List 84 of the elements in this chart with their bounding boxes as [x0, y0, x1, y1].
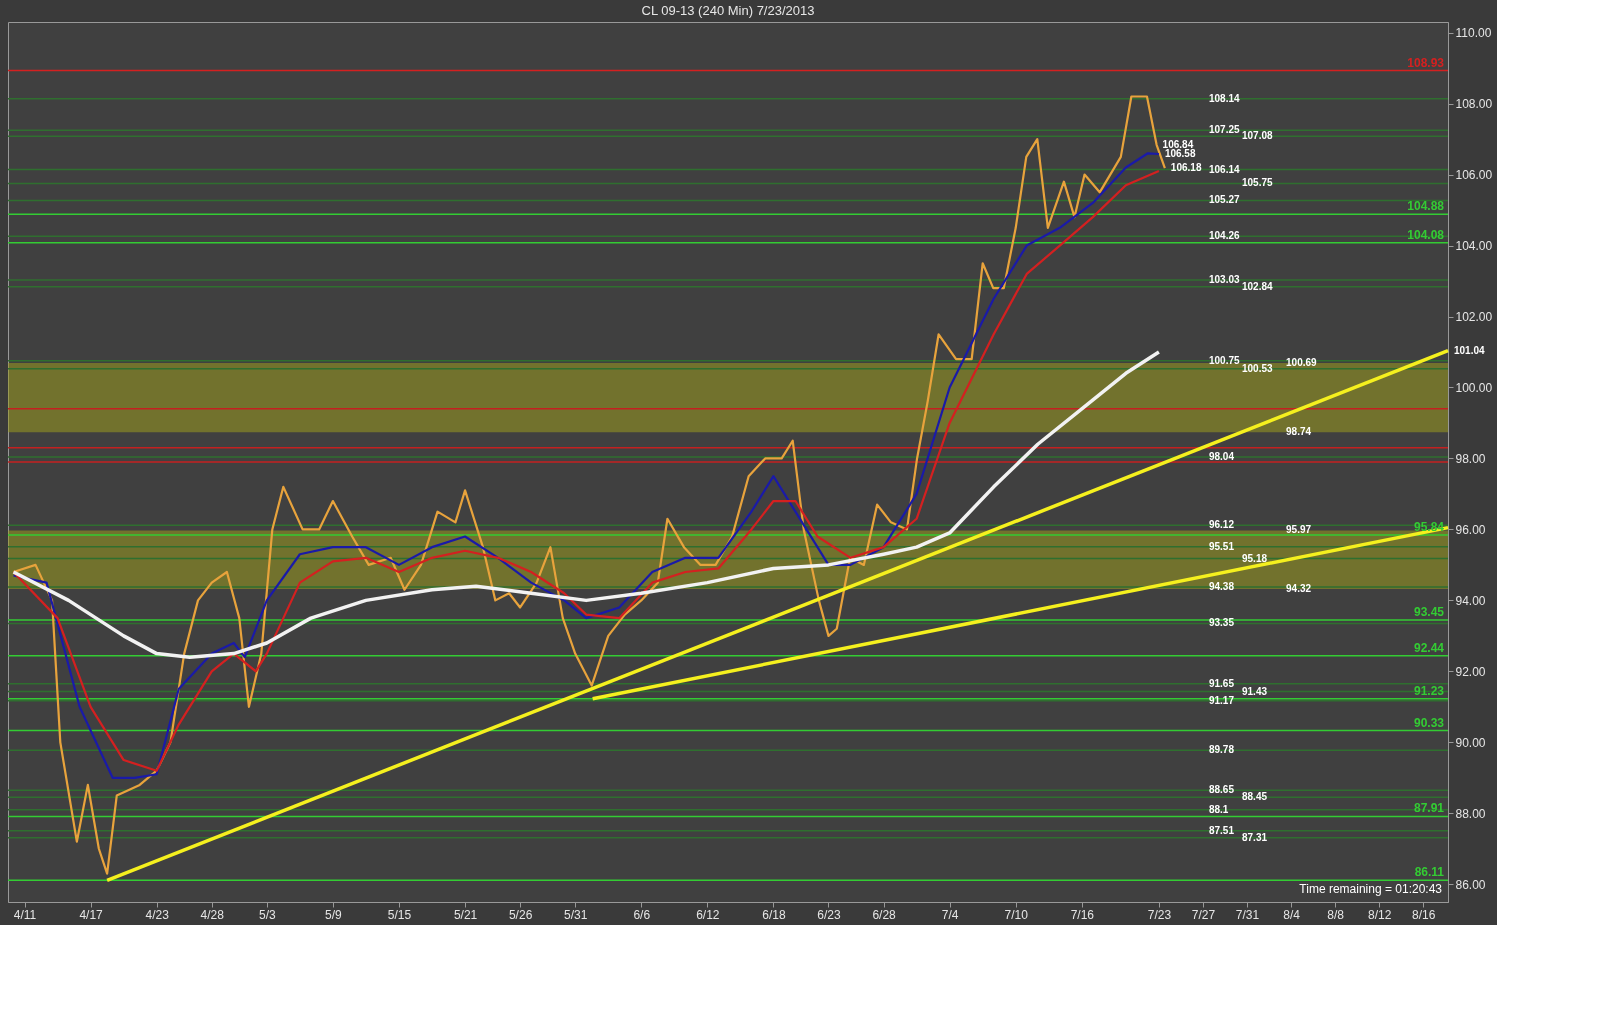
annotation: 100.53: [1241, 362, 1274, 374]
x-tick-label: 7/16: [1070, 907, 1095, 922]
line-series: [11, 350, 1161, 659]
annotation: 94.32: [1286, 583, 1312, 595]
ref-line-label: 87.91: [1413, 801, 1445, 816]
annotation: 101.04: [1454, 344, 1486, 356]
annotation: 103.03: [1208, 273, 1240, 285]
y-tick-label: 102.00: [1455, 310, 1493, 325]
x-tick-label: 5/3: [258, 907, 276, 922]
y-tick-label: 108.00: [1455, 97, 1493, 112]
annotation: 88.65: [1208, 784, 1235, 796]
annotation: Time remaining = 01:20:43: [1299, 882, 1443, 896]
y-tick-label: 92.00: [1455, 664, 1486, 679]
y-tick-label: 90.00: [1455, 735, 1486, 750]
x-tick-label: 6/23: [817, 907, 841, 922]
annotation: 98.04: [1208, 451, 1235, 463]
y-tick-label: 106.00: [1455, 168, 1493, 183]
x-tick-label: 5/9: [325, 907, 343, 922]
ref-line-label: 91.23: [1413, 683, 1445, 698]
x-tick-label: 4/28: [200, 907, 225, 922]
x-tick-label: 6/12: [696, 907, 720, 922]
x-tick-label: 8/4: [1283, 907, 1301, 922]
x-tick-label: 6/18: [762, 907, 786, 922]
annotation: 96.12: [1208, 519, 1235, 531]
annotation: 87.51: [1208, 824, 1235, 836]
x-tick-label: 8/8: [1327, 907, 1345, 922]
annotation: 106.58: [1164, 148, 1196, 159]
annotation: 108.14: [1208, 92, 1240, 104]
ref-line-label: 86.11: [1414, 865, 1445, 880]
annotation: 100.69: [1286, 357, 1318, 368]
annotation: 104.26: [1208, 230, 1240, 242]
ref-line-label: 92.44: [1413, 640, 1445, 655]
x-tick-label: 6/28: [872, 907, 897, 922]
annotation: 91.17: [1208, 694, 1235, 706]
annotation: 95.18: [1241, 552, 1268, 564]
annotation: 106.84: [1162, 138, 1194, 150]
x-tick-label: 5/21: [453, 907, 478, 922]
y-tick-label: 86.00: [1455, 877, 1486, 892]
x-tick-label: 4/17: [79, 907, 104, 922]
y-tick-label: 94.00: [1455, 593, 1486, 608]
x-tick-label: 6/6: [633, 907, 651, 922]
x-tick-label: 4/11: [13, 907, 37, 922]
x-tick-label: 5/15: [387, 907, 412, 922]
annotation: 98.74: [1286, 426, 1312, 438]
annotation: 107.08: [1241, 130, 1274, 142]
chart-title: CL 09-13 (240 Min) 7/23/2013: [641, 3, 815, 18]
annotation: 94.38: [1208, 580, 1235, 592]
annotation: 106.14: [1208, 163, 1240, 175]
annotation: 88.45: [1241, 791, 1268, 803]
annotation: 105.27: [1208, 194, 1240, 206]
x-tick-label: 8/16: [1412, 907, 1436, 922]
x-tick-label: 7/27: [1191, 907, 1216, 922]
annotation: 95.51: [1208, 540, 1235, 552]
annotation: 88.1: [1208, 803, 1229, 815]
x-tick-label: 5/26: [508, 907, 533, 922]
y-tick-label: 110.00: [1455, 26, 1492, 41]
ref-line-label: 104.08: [1407, 227, 1445, 242]
ref-line-label: 90.33: [1413, 715, 1445, 730]
x-tick-label: 7/4: [941, 907, 959, 922]
annotation: 91.65: [1208, 677, 1235, 689]
y-tick-label: 100.00: [1455, 380, 1493, 395]
y-tick-label: 104.00: [1455, 239, 1493, 254]
x-tick-label: 7/31: [1235, 907, 1260, 922]
y-tick-label: 88.00: [1455, 806, 1486, 821]
annotation: 106.18: [1170, 162, 1202, 174]
ref-line-label: 93.45: [1413, 604, 1445, 619]
annotation: 91.43: [1241, 685, 1268, 697]
x-tick-label: 4/23: [145, 907, 170, 922]
ref-line-label: 104.88: [1407, 199, 1445, 214]
annotation: 107.25: [1208, 124, 1240, 136]
annotation: 93.35: [1208, 617, 1235, 629]
y-tick-label: 96.00: [1455, 522, 1486, 537]
annotation: 105.75: [1241, 177, 1274, 189]
x-tick-label: 8/12: [1367, 907, 1392, 922]
x-tick-label: 5/31: [564, 907, 588, 922]
x-tick-label: 7/23: [1147, 907, 1172, 922]
annotation: 100.75: [1208, 354, 1240, 366]
annotation: 87.31: [1241, 831, 1268, 843]
annotation: 95.97: [1286, 524, 1312, 536]
annotation: 102.84: [1241, 280, 1274, 292]
ref-line-label: 108.93: [1407, 55, 1445, 70]
annotation: 89.78: [1208, 744, 1235, 756]
x-tick-label: 7/10: [1004, 907, 1029, 922]
y-tick-label: 98.00: [1455, 451, 1486, 466]
